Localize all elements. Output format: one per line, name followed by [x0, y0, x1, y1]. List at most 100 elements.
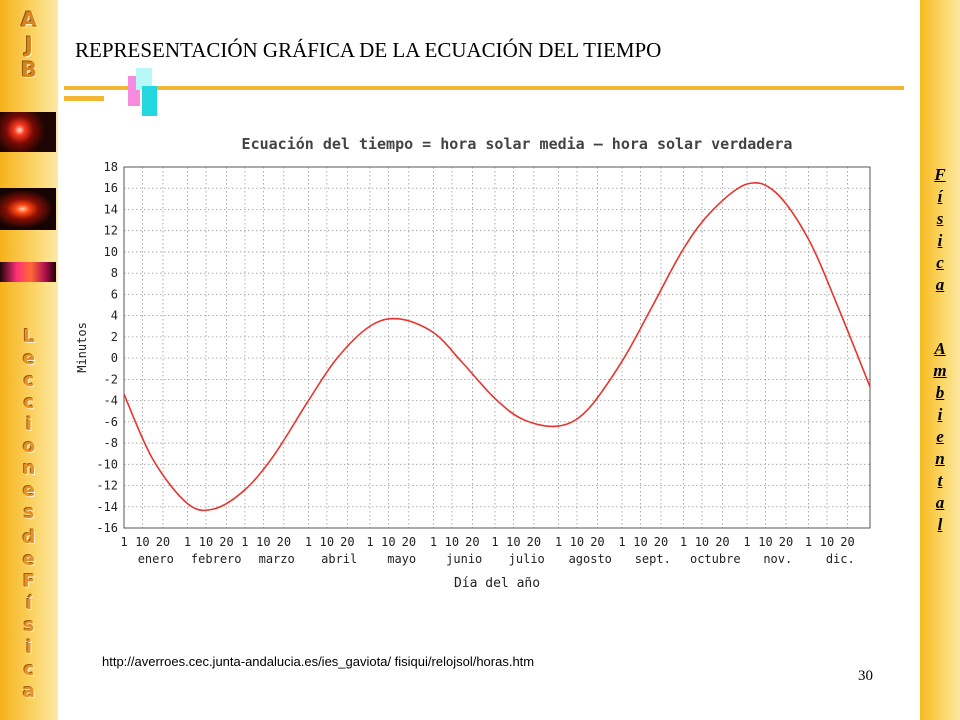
- x-tick-label: 1: [680, 535, 687, 549]
- x-tick-label: 20: [156, 535, 170, 549]
- month-label: nov.: [763, 552, 792, 566]
- month-label: abril: [321, 552, 357, 566]
- lecciones-letter: s: [23, 502, 35, 523]
- x-tick-label: 1: [430, 535, 437, 549]
- source-url[interactable]: http://averroes.cec.junta-andalucia.es/i…: [102, 654, 535, 669]
- right-fisica-letter: F: [934, 165, 946, 184]
- month-label: febrero: [191, 552, 242, 566]
- thumbnail-image-1: [0, 112, 56, 152]
- month-label: junio: [446, 552, 482, 566]
- x-tick-label: 20: [402, 535, 416, 549]
- lecciones-letter: e: [22, 480, 36, 501]
- y-tick-label: 14: [104, 202, 118, 216]
- month-label: dic.: [826, 552, 855, 566]
- x-tick-label: 10: [506, 535, 520, 549]
- y-tick-label: 8: [111, 266, 118, 280]
- y-tick-label: -10: [96, 457, 118, 471]
- slide-title: REPRESENTACIÓN GRÁFICA DE LA ECUACIÓN DE…: [75, 38, 662, 62]
- x-tick-label: 10: [695, 535, 709, 549]
- series-line-0: [123, 181, 871, 512]
- right-ambiental-letter: e: [936, 427, 944, 446]
- right-ambiental-letter: n: [935, 449, 945, 468]
- chart-title: Ecuación del tiempo = hora solar media –…: [242, 135, 793, 153]
- right-fisica-letter: i: [937, 231, 943, 250]
- fisica-letter: s: [23, 615, 35, 636]
- page-number: 30: [858, 668, 873, 684]
- lecciones-letter: L: [23, 326, 35, 347]
- x-tick-label: 1: [241, 535, 248, 549]
- right-ambiental-letter: t: [937, 471, 943, 490]
- x-tick-label: 10: [320, 535, 334, 549]
- lecciones-letter: c: [23, 370, 35, 391]
- x-tick-label: 20: [340, 535, 354, 549]
- x-tick-label: 1: [184, 535, 191, 549]
- right-fisica-letter: s: [936, 209, 944, 228]
- lecciones-letter: n: [22, 458, 36, 479]
- x-tick-label: 20: [779, 535, 793, 549]
- logo-letter: J: [25, 33, 33, 57]
- lecciones-letter: o: [22, 436, 36, 457]
- y-tick-label: 6: [111, 287, 118, 301]
- fisica-letter: i: [25, 637, 33, 658]
- x-tick-label: 20: [654, 535, 668, 549]
- logo-letter: B: [20, 58, 37, 82]
- fisica-letter: í: [25, 593, 33, 614]
- y-tick-label: 18: [104, 160, 118, 174]
- y-tick-label: 4: [111, 309, 118, 323]
- month-label: marzo: [259, 552, 295, 566]
- month-label: agosto: [569, 552, 612, 566]
- y-tick-label: 10: [104, 245, 118, 259]
- month-label: octubre: [690, 552, 741, 566]
- x-tick-label: 20: [277, 535, 291, 549]
- equation-of-time-chart: Ecuación del tiempo = hora solar media –…: [75, 135, 871, 591]
- y-tick-label: -4: [104, 394, 118, 408]
- title-underline: [64, 86, 904, 90]
- fisica-letter: c: [23, 659, 35, 680]
- right-fisica-letter: í: [937, 187, 943, 206]
- x-tick-label: 1: [618, 535, 625, 549]
- x-tick-label: 10: [633, 535, 647, 549]
- x-axis-label: Día del año: [454, 576, 540, 591]
- right-fisica-letter: a: [935, 275, 945, 294]
- title-underline-short: [64, 96, 104, 101]
- y-tick-label: -14: [96, 500, 118, 514]
- month-label: julio: [509, 552, 545, 566]
- y-tick-label: -6: [104, 415, 118, 429]
- x-tick-label: 10: [381, 535, 395, 549]
- y-tick-label: 2: [111, 330, 118, 344]
- right-ambiental-letter: b: [935, 383, 945, 402]
- x-tick-label: 10: [570, 535, 584, 549]
- lecciones-letter: i: [25, 414, 33, 435]
- month-label: mayo: [387, 552, 416, 566]
- x-tick-label: 10: [758, 535, 772, 549]
- logo-letter: A: [20, 8, 38, 32]
- x-tick-label: 20: [527, 535, 541, 549]
- right-ambiental-letter: a: [935, 493, 945, 512]
- y-tick-label: 12: [104, 224, 118, 238]
- x-tick-label: 1: [743, 535, 750, 549]
- right-sidebar: [920, 0, 960, 720]
- decorative-block-cyan: [142, 86, 157, 116]
- y-tick-label: -12: [96, 479, 118, 493]
- x-tick-label: 1: [491, 535, 498, 549]
- x-tick-label: 10: [199, 535, 213, 549]
- x-tick-label: 1: [305, 535, 312, 549]
- y-tick-label: -8: [104, 436, 118, 450]
- month-label: enero: [138, 552, 174, 566]
- y-tick-label: -2: [104, 372, 118, 386]
- y-tick-label: -16: [96, 521, 118, 535]
- decorative-block-light-cyan: [136, 68, 152, 90]
- x-tick-label: 20: [465, 535, 479, 549]
- x-tick-label: 10: [135, 535, 149, 549]
- lecciones-letter: e: [22, 348, 36, 369]
- y-axis-label: Minutos: [75, 322, 89, 373]
- y-tick-label: 0: [111, 351, 118, 365]
- x-tick-label: 10: [256, 535, 270, 549]
- x-tick-label: 20: [590, 535, 604, 549]
